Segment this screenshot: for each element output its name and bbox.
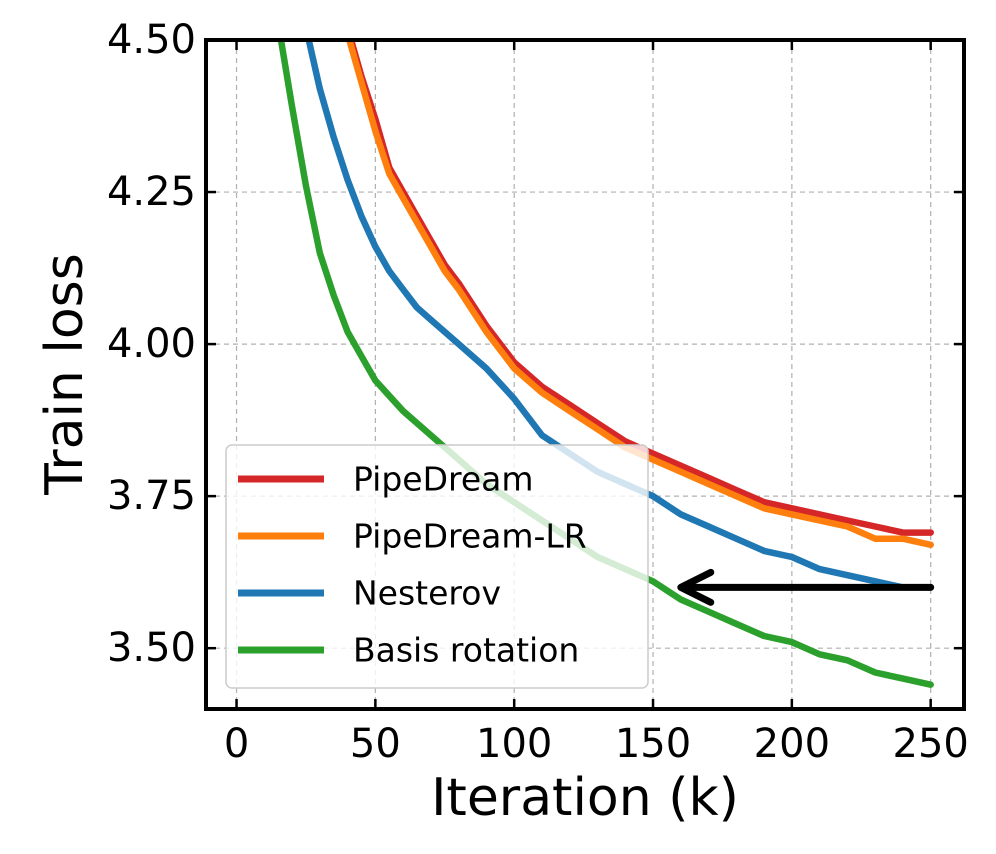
- legend-label-pipedream: PipeDream: [353, 460, 534, 499]
- y-tick-label: 3.75: [107, 473, 196, 519]
- x-tick-label: 50: [350, 721, 401, 767]
- y-tick-label: 4.00: [107, 321, 196, 367]
- y-axis-title: Train loss: [35, 253, 95, 496]
- x-tick-label: 0: [224, 721, 249, 767]
- x-tick-label: 200: [754, 721, 830, 767]
- x-axis-title: Iteration (k): [431, 768, 739, 828]
- tick-marks: [206, 38, 964, 709]
- legend: PipeDream PipeDream-LR Nesterov Basis rotat…: [225, 444, 649, 689]
- series-line-pipedream-lr: [345, 40, 934, 549]
- annotation-group: [677, 568, 935, 606]
- x-tick-label: 100: [476, 721, 552, 767]
- y-tick-labels: 3.50 3.75 4.00 4.25 4.50: [107, 17, 196, 671]
- plot-frame: [204, 38, 966, 711]
- x-tick-label: 150: [615, 721, 691, 767]
- y-tick-label: 3.50: [107, 625, 196, 671]
- legend-label-pipedream-lr: PipeDream-LR: [353, 517, 587, 556]
- x-tick-label: 250: [893, 721, 969, 767]
- y-tick-label: 4.25: [107, 169, 196, 215]
- arrow-head: [677, 568, 715, 606]
- x-tick-labels: 0 50 100 150 200 250: [224, 721, 969, 767]
- legend-label-nesterov: Nesterov: [353, 574, 501, 613]
- legend-label-basis-rotation: Basis rotation: [353, 631, 579, 670]
- legend-box: [225, 444, 649, 689]
- y-tick-label: 4.50: [107, 17, 196, 63]
